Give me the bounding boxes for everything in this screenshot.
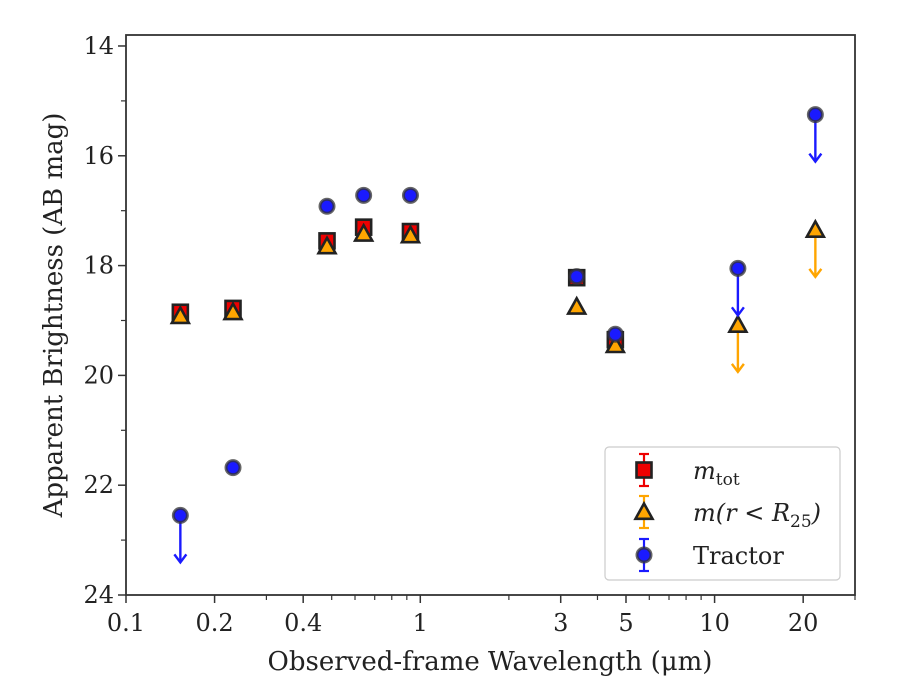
y-tick-label: 14 xyxy=(83,32,114,60)
upper-limit-arrow-head xyxy=(173,553,188,565)
data-point-circle xyxy=(224,459,242,477)
legend-label: mtot xyxy=(693,457,740,490)
data-point-triangle xyxy=(169,304,192,325)
x-tick-label: 0.1 xyxy=(107,609,145,637)
upper-limit-arrow-head xyxy=(808,268,823,279)
data-point-circle xyxy=(355,186,373,204)
data-point-circle xyxy=(806,106,824,124)
legend-label-subscript: 25 xyxy=(790,512,812,532)
legend-label-base: m xyxy=(693,457,716,485)
y-axis-title: Apparent Brightness (AB mag) xyxy=(39,113,69,519)
data-point-circle xyxy=(568,268,586,286)
legend-marker-triangle xyxy=(633,500,655,521)
x-tick-label: 5 xyxy=(618,609,633,637)
x-tick-label: 3 xyxy=(553,609,568,637)
y-tick-label: 22 xyxy=(83,471,114,499)
y-tick-label: 18 xyxy=(83,252,114,280)
x-tick-label: 20 xyxy=(788,609,819,637)
data-point-circle xyxy=(171,506,189,524)
data-point-circle xyxy=(729,259,747,277)
y-tick-label: 20 xyxy=(83,361,114,389)
legend-label-tail: ) xyxy=(811,499,821,527)
legend-label-base: m(r < R xyxy=(693,499,790,527)
data-point-circle xyxy=(606,325,624,343)
data-point-triangle xyxy=(727,313,749,333)
legend-items: mtot m(r < R25) Tractor xyxy=(633,452,821,573)
data-point-triangle xyxy=(316,235,338,255)
series-circle xyxy=(171,106,824,565)
upper-limit-arrow-head xyxy=(808,152,823,164)
data-point-circle xyxy=(318,197,336,215)
x-tick-label: 1 xyxy=(413,609,428,637)
legend-label: Tractor xyxy=(693,542,784,570)
legend-label: m(r < R25) xyxy=(693,499,821,532)
series-triangle xyxy=(169,218,827,374)
legend-frame xyxy=(604,446,841,581)
x-tick-label: 10 xyxy=(699,609,730,637)
x-tick-label: 0.2 xyxy=(196,609,234,637)
data-point-triangle xyxy=(222,301,244,321)
data-point-triangle xyxy=(804,218,827,239)
x-tick-label: 0.4 xyxy=(284,609,322,637)
upper-limit-arrow-head xyxy=(730,363,745,374)
data-point-circle xyxy=(401,186,419,204)
marks-layer xyxy=(169,106,827,565)
upper-limit-arrow-head xyxy=(730,306,745,318)
y-tick-label: 16 xyxy=(83,142,114,170)
ticks-layer: 0.1 0.2 0.4 1 3 5 10 20 14 16 18 20 22 24 xyxy=(83,32,856,637)
y-tick-label: 24 xyxy=(83,581,114,609)
data-point-triangle xyxy=(565,295,588,315)
legend-label-subscript: tot xyxy=(716,470,740,490)
data-point-triangle xyxy=(399,224,422,244)
legend: mtot m(r < R25) Tractor xyxy=(604,446,841,581)
data-point-triangle xyxy=(352,222,375,242)
legend-marker-circle xyxy=(635,546,653,564)
legend-marker-square xyxy=(635,461,653,479)
data-point-triangle xyxy=(604,334,627,354)
x-axis-title: Observed-frame Wavelength (μm) xyxy=(268,647,713,677)
